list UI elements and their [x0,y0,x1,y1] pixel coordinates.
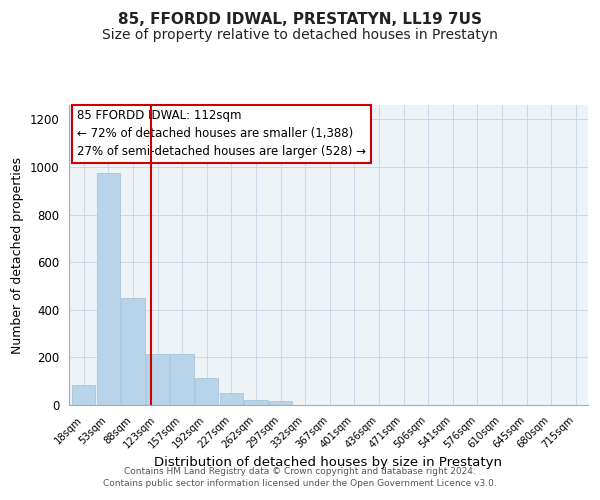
Bar [97,173,120,405]
Bar [220,393,243,405]
Bar [146,354,169,405]
Bar [170,354,194,405]
Text: 85 FFORDD IDWAL: 112sqm
← 72% of detached houses are smaller (1,388)
27% of semi: 85 FFORDD IDWAL: 112sqm ← 72% of detache… [77,110,366,158]
Bar [72,385,95,405]
X-axis label: Distribution of detached houses by size in Prestatyn: Distribution of detached houses by size … [155,456,503,469]
Y-axis label: Number of detached properties: Number of detached properties [11,156,24,354]
Bar [244,400,268,405]
Text: Contains HM Land Registry data © Crown copyright and database right 2024.
Contai: Contains HM Land Registry data © Crown c… [103,466,497,487]
Bar [121,298,145,405]
Text: Size of property relative to detached houses in Prestatyn: Size of property relative to detached ho… [102,28,498,42]
Text: 85, FFORDD IDWAL, PRESTATYN, LL19 7US: 85, FFORDD IDWAL, PRESTATYN, LL19 7US [118,12,482,28]
Bar [269,402,292,405]
Bar [195,378,218,405]
